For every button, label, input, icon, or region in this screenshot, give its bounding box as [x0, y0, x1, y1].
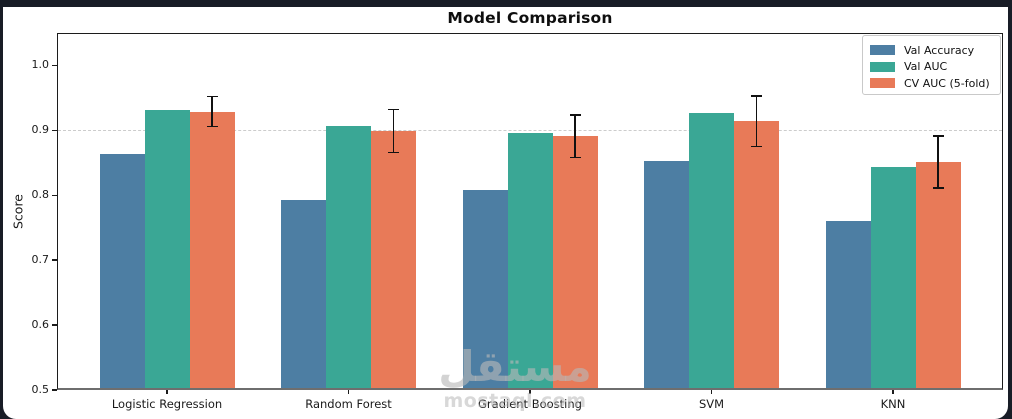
- error-cap-bottom-gradient-boosting: [569, 156, 581, 159]
- error-bar-logistic-regression: [211, 96, 213, 127]
- legend-item-val-auc: Val AUC: [870, 59, 992, 76]
- y-tick-mark-0.7: [52, 259, 57, 261]
- x-tick-mark-random-forest: [347, 390, 350, 394]
- legend-label-val-auc: Val AUC: [904, 60, 948, 74]
- x-tick-mark-logistic-regression: [166, 390, 168, 394]
- legend-swatch-icon-val-auc: [870, 61, 895, 72]
- legend-item-cv-auc-5-fold: CV AUC (5-fold): [870, 75, 992, 92]
- legend-item-val-accuracy: Val Accuracy: [870, 42, 992, 59]
- bar-cv-auc-5-fold-gradient-boosting: [552, 136, 598, 390]
- y-tick-mark-1: [52, 64, 57, 67]
- y-tick-label-0.9: 0.9: [31, 123, 50, 137]
- x-tick-label-svm: SVM: [698, 397, 725, 411]
- legend-label-val-accuracy: Val Accuracy: [904, 43, 975, 57]
- legend: Val Accuracy Val AUC CV AUC (5-fold): [862, 35, 1001, 95]
- bar-val-auc-random-forest: [326, 125, 371, 390]
- y-tick-mark-0.6: [52, 324, 57, 326]
- chart-title: Model Comparison: [447, 9, 613, 27]
- bar-val-accuracy-knn: [825, 221, 871, 390]
- x-tick-label-gradient-boosting: Gradient Boosting: [478, 397, 582, 411]
- bar-val-accuracy-logistic-regression: [99, 153, 145, 390]
- x-tick-mark-svm: [710, 390, 713, 394]
- y-tick-label-0.8: 0.8: [31, 188, 50, 202]
- x-tick-label-logistic-regression: Logistic Regression: [111, 397, 223, 411]
- x-tick-mark-knn: [892, 390, 894, 394]
- error-bar-gradient-boosting: [574, 114, 576, 158]
- y-tick-mark-0.8: [52, 194, 57, 196]
- x-tick-label-knn: KNN: [880, 397, 906, 411]
- error-cap-top-knn: [932, 135, 944, 137]
- bar-val-auc-knn: [870, 166, 916, 390]
- legend-label-cv-auc-5-fold: CV AUC (5-fold): [904, 76, 990, 90]
- error-cap-top-logistic-regression: [206, 95, 218, 98]
- error-cap-bottom-logistic-regression: [206, 125, 218, 128]
- error-cap-top-gradient-boosting: [569, 113, 581, 116]
- y-tick-label-0.6: 0.6: [31, 318, 50, 332]
- error-cap-bottom-knn: [932, 187, 944, 189]
- bar-cv-auc-5-fold-svm: [734, 121, 779, 390]
- error-cap-bottom-random-forest: [388, 151, 399, 154]
- bar-val-accuracy-random-forest: [281, 200, 326, 390]
- legend-swatch-icon-val-accuracy: [870, 45, 895, 56]
- error-cap-bottom-svm: [751, 145, 762, 148]
- y-tick-label-0.5: 0.5: [31, 383, 50, 396]
- bar-val-accuracy-gradient-boosting: [462, 190, 508, 390]
- bar-cv-auc-5-fold-logistic-regression: [189, 111, 235, 390]
- error-cap-top-svm: [751, 95, 762, 97]
- y-tick-mark-0.9: [52, 129, 57, 132]
- reference-line-0.9: [58, 130, 1002, 132]
- bar-cv-auc-5-fold-knn: [915, 162, 961, 390]
- legend-swatch-icon-cv-auc-5-fold: [870, 78, 895, 89]
- bar-val-accuracy-svm: [644, 160, 689, 390]
- error-cap-top-random-forest: [388, 108, 399, 111]
- x-tick-mark-gradient-boosting: [529, 390, 531, 394]
- error-bar-knn: [937, 136, 939, 189]
- figure-canvas: Model Comparison Score Val Accuracy Val A…: [3, 7, 1008, 419]
- bar-val-auc-logistic-regression: [144, 109, 190, 390]
- y-tick-label-1: 1.0: [31, 58, 50, 72]
- bar-cv-auc-5-fold-random-forest: [371, 131, 416, 390]
- bar-val-auc-gradient-boosting: [507, 132, 553, 390]
- error-bar-random-forest: [392, 109, 395, 153]
- y-tick-label-0.7: 0.7: [31, 253, 50, 267]
- y-tick-mark-0.5: [52, 389, 57, 391]
- x-tick-label-random-forest: Random Forest: [305, 397, 392, 411]
- bar-val-auc-svm: [689, 113, 734, 390]
- error-bar-svm: [755, 95, 758, 147]
